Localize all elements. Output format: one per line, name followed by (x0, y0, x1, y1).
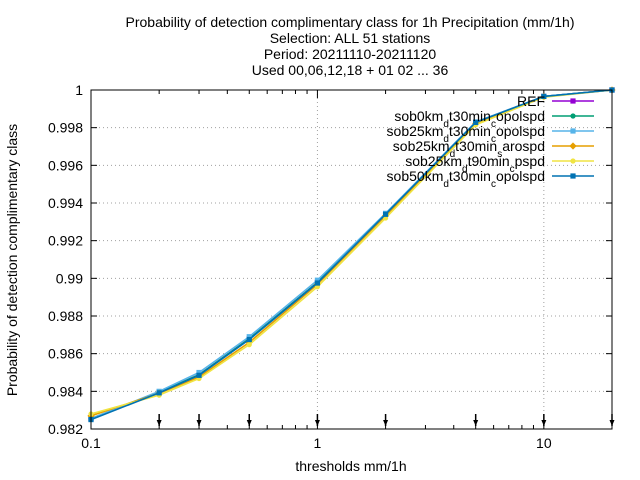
legend-entry: sob25kmdt30minsarospd (393, 138, 594, 160)
legend: REFsob0kmdt30mincopolspdsob25kmdt30minco… (387, 93, 594, 190)
x-tick-label: 0.1 (81, 435, 101, 451)
y-tick-label: 0.988 (48, 308, 83, 324)
y-tick-label: 0.982 (48, 421, 83, 437)
y-tick-label: 0.986 (48, 346, 83, 362)
x-axis-label: thresholds mm/1h (295, 458, 406, 474)
threshold-marker-head (156, 420, 162, 426)
y-axis-label: Probability of detection complimentary c… (4, 124, 20, 396)
data-point (156, 390, 162, 396)
y-tick-label: 0.992 (48, 233, 83, 249)
title-line-3: Period: 20211110-20211120 (264, 46, 437, 62)
legend-label: sob25kmdt30minsarospd (393, 138, 545, 160)
threshold-marker-head (314, 420, 320, 426)
legend-label: sob25kmdt90mincpspd (405, 153, 545, 175)
x-tick-label: 1 (314, 435, 322, 451)
legend-label: sob0kmdt30mincopolspd (394, 108, 545, 130)
data-point (196, 369, 202, 376)
plot-frame (90, 89, 613, 430)
y-tick-label: 0.994 (48, 195, 83, 211)
y-tick-label: 0.99 (56, 270, 83, 286)
legend-entry: sob25kmdt30mincopolspd (387, 123, 594, 145)
y-tick-label: 0.984 (48, 383, 83, 399)
title-line-1: Probability of detection complimentary c… (126, 14, 575, 30)
legend-entry: sob50kmdt30mincopolspd (387, 168, 594, 190)
legend-entry: sob0kmdt30mincopolspd (394, 108, 594, 130)
y-tick-label: 0.996 (48, 157, 83, 173)
legend-entry: REF (517, 93, 594, 109)
legend-swatch-marker (569, 142, 577, 150)
tick-labels: 0.982 0.984 0.986 0.988 0.99 0.992 0.994 0.996 0… (48, 82, 552, 451)
threshold-markers (156, 414, 615, 426)
legend-swatch-marker (570, 158, 576, 164)
threshold-marker-head (473, 420, 479, 426)
legend-swatch-marker (570, 98, 576, 104)
data-point (246, 334, 252, 340)
threshold-marker-head (246, 420, 252, 426)
threshold-marker-head (383, 420, 389, 426)
legend-label: sob50kmdt30mincopolspd (387, 168, 545, 190)
data-point (314, 280, 321, 286)
data-point (246, 336, 252, 343)
legend-swatch-marker (570, 173, 576, 179)
data-point (314, 277, 321, 283)
legend-label: REF (517, 93, 545, 109)
y-tick-label: 0.998 (48, 120, 83, 136)
legend-swatch-marker (570, 113, 576, 119)
title-line-4: Used 00,06,12,18 + 01 02 ... 36 (252, 62, 449, 78)
legend-swatch-marker (570, 128, 576, 134)
data-point (541, 93, 547, 100)
data-point (246, 342, 252, 348)
title-line-2: Selection: ALL 51 stations (270, 30, 431, 46)
chart-title: Probability of detection complimentary c… (126, 14, 575, 78)
threshold-marker-head (196, 420, 202, 426)
x-tick-label: 10 (536, 435, 552, 451)
data-point (473, 119, 479, 125)
data-point (382, 211, 389, 217)
threshold-marker-head (541, 420, 547, 426)
y-tick-label: 1 (75, 82, 83, 98)
data-point (196, 372, 202, 378)
legend-entry: sob25kmdt90mincpspd (405, 153, 594, 175)
legend-label: sob25kmdt30mincopolspd (387, 123, 545, 145)
